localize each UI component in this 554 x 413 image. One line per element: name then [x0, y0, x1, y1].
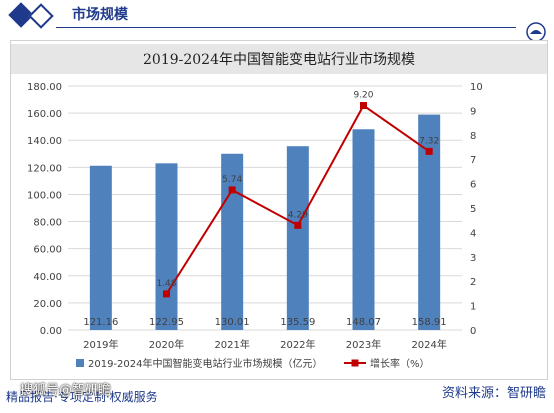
growth-rate-label: 4.29 — [288, 210, 308, 220]
y-right-tick-label: 2 — [470, 277, 476, 288]
growth-rate-label: 1.48 — [156, 279, 176, 289]
x-tick-label: 2024年 — [411, 338, 446, 351]
growth-rate-point — [360, 102, 367, 110]
growth-rate-label: 5.74 — [222, 175, 242, 185]
growth-rate-point — [163, 290, 170, 298]
y-left-tick-label: 160.00 — [27, 109, 62, 120]
legend-bar-label: 2019-2024年中国智能变电站行业市场规模（亿元） — [88, 357, 323, 370]
bar-value-label: 122.95 — [149, 317, 184, 328]
legend-line-label: 增长率（%） — [370, 357, 430, 370]
y-left-tick-label: 100.00 — [27, 190, 62, 201]
y-left-tick-label: 20.00 — [33, 299, 62, 310]
y-left-tick-label: 80.00 — [33, 218, 62, 229]
x-tick-label: 2023年 — [346, 338, 381, 351]
bar — [286, 146, 309, 330]
y-left-tick-label: 40.00 — [33, 272, 62, 283]
emblem-icon — [526, 22, 546, 42]
y-right-tick-label: 4 — [470, 228, 476, 239]
x-tick-label: 2020年 — [149, 338, 184, 351]
legend-bar-swatch — [76, 359, 84, 367]
x-tick-label: 2019年 — [83, 338, 118, 351]
y-right-tick-label: 0 — [470, 326, 476, 337]
y-left-tick-label: 180.00 — [27, 82, 62, 93]
chart-title-bar — [11, 44, 547, 74]
y-right-tick-label: 6 — [470, 180, 476, 191]
bar-value-label: 135.59 — [280, 317, 315, 328]
bar-value-label: 158.91 — [412, 317, 447, 328]
header-divider — [56, 27, 516, 28]
chart-frame: 2019-2024年中国智能变电站行业市场规模 — [10, 40, 548, 380]
growth-rate-point — [228, 186, 236, 194]
y-right-tick-label: 1 — [470, 302, 476, 313]
y-right-tick-label: 7 — [470, 155, 476, 166]
growth-rate-label: 9.20 — [353, 91, 373, 101]
page-header: 市场规模 — [0, 0, 554, 42]
watermark: 搜狐号@智研瞻 — [20, 383, 112, 398]
x-tick-label: 2022年 — [280, 338, 315, 351]
growth-rate-point — [294, 221, 302, 229]
y-left-tick-label: 60.00 — [33, 245, 62, 256]
bar — [155, 163, 178, 330]
source-note: 资料来源：智研瞻 — [441, 386, 546, 401]
y-right-tick-label: 5 — [470, 204, 476, 215]
y-left-tick-label: 140.00 — [27, 136, 62, 147]
bar — [352, 129, 375, 330]
y-left-tick-label: 120.00 — [27, 163, 62, 174]
bar-value-label: 121.16 — [83, 317, 118, 328]
footer-slogan: 精品报告·专项定制·权威服务 — [6, 390, 158, 404]
chart-title: 2019-2024年中国智能变电站行业市场规模 — [143, 52, 415, 68]
x-tick-label: 2021年 — [214, 338, 249, 351]
section-title: 市场规模 — [72, 7, 128, 23]
y-left-tick-label: 0.00 — [40, 326, 62, 337]
legend-line-marker — [351, 359, 359, 367]
bar-value-label: 148.07 — [346, 317, 381, 328]
growth-rate-label: 7.32 — [419, 136, 439, 146]
growth-rate-point — [425, 147, 433, 155]
y-right-tick-label: 10 — [470, 82, 483, 93]
bar-value-label: 130.01 — [215, 317, 250, 328]
y-right-tick-label: 3 — [470, 253, 476, 264]
footer-slogan-area: 精品报告·专项定制·权威服务 搜狐号@智研瞻 — [6, 383, 158, 405]
y-right-tick-label: 9 — [470, 106, 476, 117]
bar — [89, 165, 112, 330]
bar — [418, 114, 441, 330]
y-right-tick-label: 8 — [470, 131, 476, 142]
